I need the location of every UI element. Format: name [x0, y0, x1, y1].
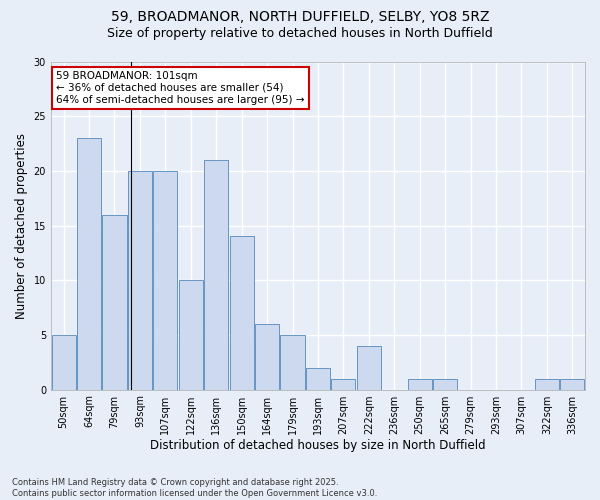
Bar [255, 324, 279, 390]
Bar [204, 160, 229, 390]
Text: Contains HM Land Registry data © Crown copyright and database right 2025.
Contai: Contains HM Land Registry data © Crown c… [12, 478, 377, 498]
Bar [179, 280, 203, 390]
Bar [433, 378, 457, 390]
Bar [77, 138, 101, 390]
Bar [331, 378, 355, 390]
Bar [560, 378, 584, 390]
Bar [407, 378, 432, 390]
Y-axis label: Number of detached properties: Number of detached properties [15, 132, 28, 318]
Bar [535, 378, 559, 390]
Bar [153, 171, 178, 390]
Bar [52, 335, 76, 390]
Text: 59 BROADMANOR: 101sqm
← 36% of detached houses are smaller (54)
64% of semi-deta: 59 BROADMANOR: 101sqm ← 36% of detached … [56, 72, 305, 104]
Text: Size of property relative to detached houses in North Duffield: Size of property relative to detached ho… [107, 28, 493, 40]
Bar [280, 335, 305, 390]
Bar [306, 368, 330, 390]
Bar [357, 346, 381, 390]
Text: 59, BROADMANOR, NORTH DUFFIELD, SELBY, YO8 5RZ: 59, BROADMANOR, NORTH DUFFIELD, SELBY, Y… [111, 10, 489, 24]
Bar [230, 236, 254, 390]
Bar [103, 214, 127, 390]
Bar [128, 171, 152, 390]
X-axis label: Distribution of detached houses by size in North Duffield: Distribution of detached houses by size … [150, 440, 486, 452]
